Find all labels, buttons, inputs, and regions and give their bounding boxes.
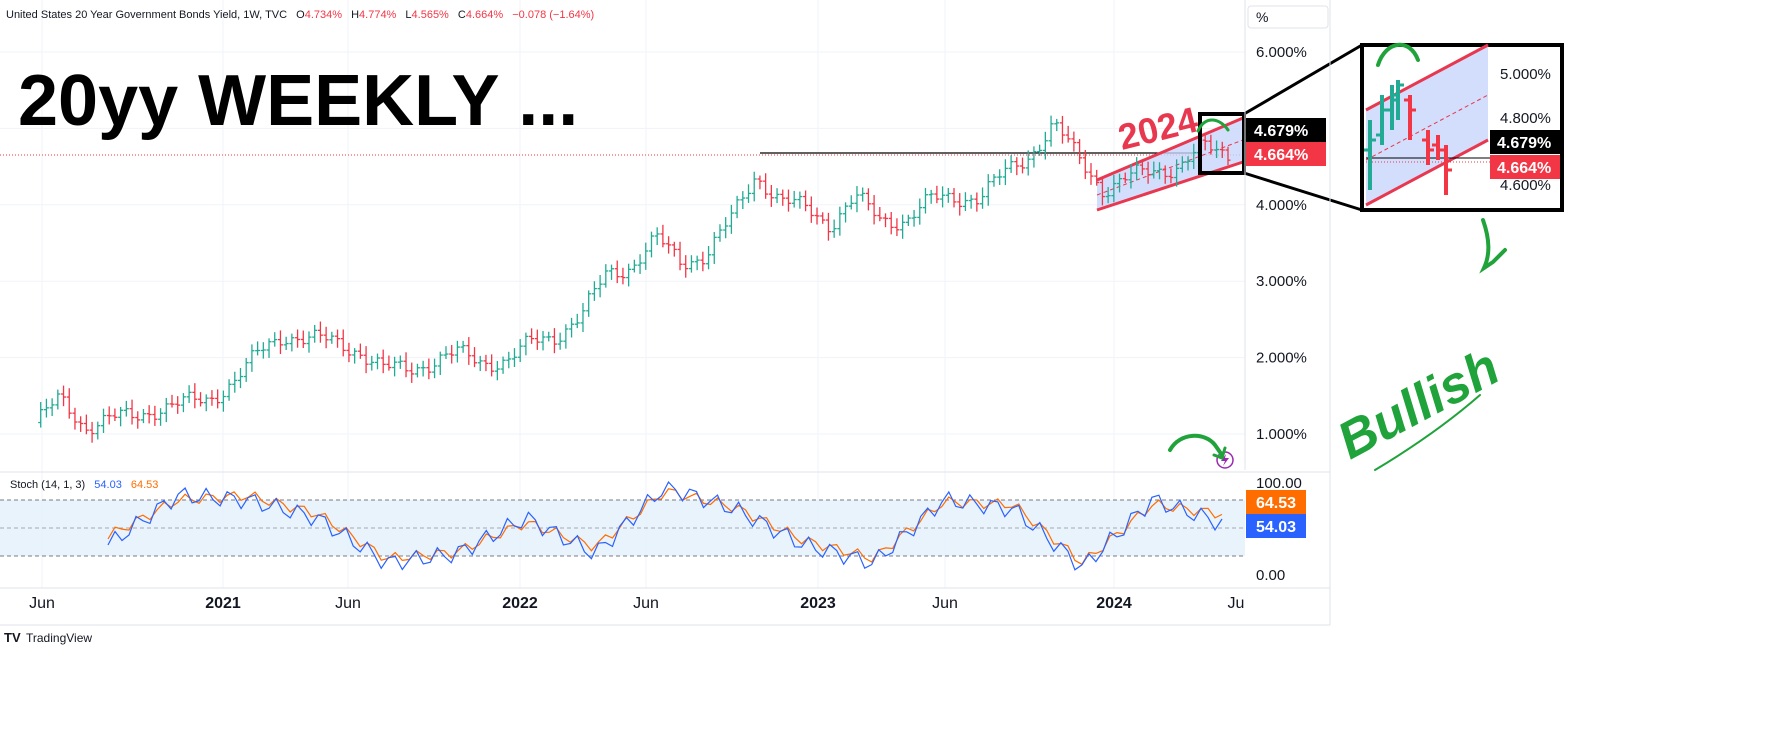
stoch-k-line (107, 480, 1223, 571)
chart-annotation-title: 20yy WEEKLY ... (18, 61, 578, 141)
bullish-underline (1374, 394, 1481, 471)
green-arrow-annotation-1 (1168, 433, 1224, 457)
legend-open: 4.734% (305, 9, 343, 21)
stoch-axis-100: 100.00 (1256, 475, 1302, 492)
legend-high: 4.774% (359, 9, 397, 21)
price-bars (38, 115, 1231, 443)
last-price-badge (1246, 142, 1326, 166)
inset-bars (1364, 80, 1452, 195)
legend-close: 4.664% (466, 9, 504, 21)
channel-mid-line (1096, 139, 1244, 196)
high-price-badge-text: 4.679% (1254, 123, 1308, 140)
legend-change: −0.078 (−1.64%) (512, 9, 594, 21)
time-axis-label: Jun (932, 595, 958, 612)
inset-axis-label-2: 4.800% (1500, 110, 1551, 127)
unit-button[interactable] (1247, 5, 1329, 29)
callout-connector-bottom (1243, 171, 1363, 212)
channel-upper-line[interactable] (1096, 116, 1244, 182)
stoch-lines (107, 480, 1223, 571)
inset-channel-lower (1365, 138, 1489, 207)
time-axis-label: 2024 (1096, 595, 1132, 612)
time-axis[interactable]: Jun 2021 Jun 2022 Jun 2023 Jun 2024 Ju (29, 595, 1244, 612)
legend-line: United States 20 Year Government Bonds Y… (6, 9, 594, 21)
stoch-k-badge-text: 54.03 (1256, 519, 1296, 536)
price-axis-label: 2.000% (1256, 350, 1307, 367)
zoom-callout-box (1198, 112, 1246, 175)
time-axis-label: Jun (29, 595, 55, 612)
inset-high-badge-text: 4.679% (1497, 135, 1551, 152)
time-axis-label: Ju (1228, 595, 1245, 612)
inset-last-badge (1490, 155, 1560, 179)
green-arrow-annotation-2 (1196, 118, 1230, 133)
unit-button-label[interactable]: % (1256, 9, 1268, 25)
inset-axis-label-1: 5.000% (1500, 66, 1551, 83)
price-axis-label: 1.000% (1256, 426, 1307, 443)
stoch-k-value: 54.03 (94, 479, 122, 491)
legend-low: 4.565% (412, 9, 450, 21)
legend-c-label: C (458, 9, 466, 21)
stoch-d-line (107, 488, 1223, 566)
tradingview-logo-icon: TV (4, 630, 21, 645)
legend-symbol: United States 20 Year Government Bonds Y… (6, 9, 287, 21)
inset-axis-label-3: 4.600% (1500, 177, 1551, 194)
high-price-badge (1246, 118, 1326, 142)
stoch-axis-0: 0.00 (1256, 567, 1285, 584)
inset-channel-fill (1366, 45, 1488, 205)
inset-channel-mid (1365, 94, 1489, 161)
flash-glyph (1221, 454, 1229, 466)
time-axis-label: 2021 (205, 595, 241, 612)
stoch-d-badge-text: 64.53 (1256, 495, 1296, 512)
legend-l-label: L (405, 9, 411, 21)
legend-o-label: O (296, 9, 305, 21)
stoch-label: Stoch (14, 1, 3) (10, 479, 85, 491)
last-price-badge-text: 4.664% (1254, 147, 1308, 164)
green-arrowhead-1 (1212, 446, 1227, 460)
callout-connector-top (1243, 43, 1363, 116)
time-axis-label: Jun (335, 595, 361, 612)
inset-last-badge-text: 4.664% (1497, 160, 1551, 177)
time-axis-label: Jun (633, 595, 659, 612)
price-axis-label: 3.000% (1256, 273, 1307, 290)
grid-lines (0, 0, 1245, 588)
time-axis-label: 2023 (800, 595, 836, 612)
stoch-k-badge (1246, 514, 1306, 538)
inset-high-badge (1490, 130, 1560, 154)
channel-lower-line[interactable] (1096, 160, 1244, 212)
inset-channel-upper (1365, 43, 1489, 112)
green-down-arrow (1479, 218, 1507, 274)
price-axis-label: 6.000% (1256, 44, 1307, 61)
stoch-d-value: 64.53 (131, 479, 159, 491)
price-axis-label: 4.000% (1256, 197, 1307, 214)
time-axis-label: 2022 (502, 595, 538, 612)
stoch-legend: Stoch (14, 1, 3) 54.03 64.53 (10, 479, 158, 491)
branding-text: TradingView (26, 631, 92, 645)
stoch-d-badge (1246, 490, 1306, 514)
inset-green-arc (1376, 42, 1420, 67)
legend-h-label: H (351, 9, 359, 21)
zoom-inset-panel: 5.000% 4.800% 4.600% 4.679% 4.664% (1360, 42, 1564, 212)
